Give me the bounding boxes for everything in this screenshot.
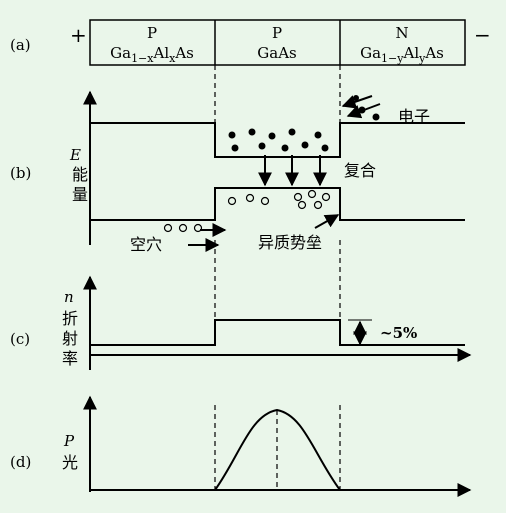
axis-char: 射: [62, 329, 78, 348]
layer-type: N: [395, 24, 408, 42]
guides: [214, 65, 341, 490]
formula-part: As: [174, 44, 194, 62]
subscript: y: [418, 52, 426, 65]
layer-formula: Ga1−yAlyAs: [360, 44, 444, 65]
light-profile: [214, 408, 341, 491]
layer-formula: GaAs: [257, 44, 296, 62]
panel-label: (c): [10, 330, 30, 348]
formula-part: Ga: [110, 44, 131, 62]
subscript: 1−x: [131, 52, 154, 65]
subscript: 1−y: [381, 52, 404, 65]
electrons: [228, 95, 380, 152]
panel-label: (b): [10, 164, 31, 182]
formula-part: Ga: [360, 44, 381, 62]
step-marker: [348, 319, 372, 346]
formula-part: Al: [402, 44, 419, 62]
layer-box: [89, 19, 466, 66]
subscript: x: [169, 52, 176, 65]
axis-char: 量: [72, 185, 88, 204]
formula-part: As: [424, 44, 444, 62]
minus: −: [474, 23, 491, 47]
valence-band: [90, 187, 465, 221]
recombination-label: 复合: [344, 161, 376, 180]
recombination-arrows: [258, 155, 327, 187]
holes: [163, 189, 331, 233]
barrier-arrow: [314, 214, 340, 229]
layer-formula: Ga1−xAlxAs: [110, 44, 194, 65]
axis-char: 率: [62, 349, 78, 368]
holes-label: 空穴: [130, 235, 162, 254]
formula-part: GaAs: [257, 44, 296, 62]
axis-symbol: P: [63, 432, 75, 450]
electron-arrows: [341, 95, 381, 119]
barrier-label: 异质势垒: [258, 233, 322, 252]
panel-label: (d): [10, 453, 31, 471]
step-label: ~5%: [380, 324, 417, 342]
layer-type: P: [147, 24, 157, 42]
axis-symbol: E: [69, 146, 81, 164]
layer-type: P: [272, 24, 282, 42]
electrons-label: 电子: [398, 107, 430, 126]
conduction-band: [90, 122, 465, 158]
axis-char: 光: [62, 453, 78, 472]
formula-part: Al: [152, 44, 169, 62]
plus: +: [70, 23, 87, 47]
axis-char: 折: [62, 309, 78, 328]
panel-label: (a): [10, 36, 31, 54]
axis-char: 能: [72, 165, 88, 184]
axis-symbol: n: [64, 288, 74, 306]
